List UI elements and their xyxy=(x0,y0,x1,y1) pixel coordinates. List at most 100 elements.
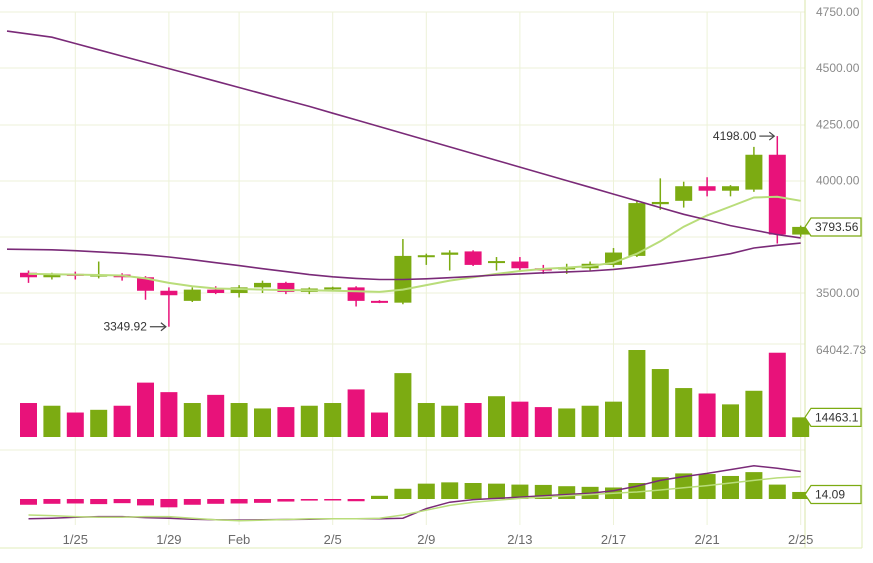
y-tick-label-0: 4750.00 xyxy=(816,5,860,19)
candle-body-21 xyxy=(511,261,529,269)
candle-body-20 xyxy=(488,261,505,264)
ma-long-upper-line xyxy=(6,30,801,239)
macd-bar-23 xyxy=(558,486,576,499)
macd-bar-10 xyxy=(254,499,271,503)
grid xyxy=(0,0,863,549)
volume-bar-12 xyxy=(300,405,318,437)
y-tick-label-3: 4000.00 xyxy=(816,174,860,188)
candle-body-30 xyxy=(722,186,739,191)
y-axis-ticks: 4750.00 4500.00 4250.00 4000.00 3500.00 64042… xyxy=(816,5,866,357)
candle-body-26 xyxy=(628,203,646,256)
volume-bar-20 xyxy=(488,396,505,437)
macd-bar-32 xyxy=(768,484,786,499)
y-tick-label-1: 4500.00 xyxy=(816,61,860,75)
x-date-label-3: 2/5 xyxy=(324,532,342,547)
moving-average-lines xyxy=(6,30,801,293)
volume-bar-5 xyxy=(137,382,154,437)
macd-line-a xyxy=(28,464,801,521)
candle-body-27 xyxy=(651,201,669,205)
candle-body-13 xyxy=(324,287,342,290)
volume-bar-2 xyxy=(66,412,84,437)
candle-body-15 xyxy=(371,300,388,303)
macd-bar-19 xyxy=(464,483,482,499)
volume-bar-14 xyxy=(347,389,365,437)
macd-lines xyxy=(28,464,801,522)
candle-body-18 xyxy=(441,252,459,255)
x-date-label-2: Feb xyxy=(228,532,250,547)
volume-bar-0 xyxy=(20,403,37,437)
volume-bar-28 xyxy=(675,388,693,437)
volume-bar-3 xyxy=(90,409,108,437)
macd-bar-29 xyxy=(698,474,716,499)
volume-bar-18 xyxy=(441,405,459,437)
volume-bar-16 xyxy=(394,373,412,437)
x-date-label-1: 1/29 xyxy=(156,532,181,547)
high-arrow-head xyxy=(768,131,776,141)
volume-bar-21 xyxy=(511,401,529,437)
volume-bar-26 xyxy=(628,350,646,437)
candle-body-1 xyxy=(43,273,61,278)
macd-bar-28 xyxy=(675,473,693,499)
macd-bar-31 xyxy=(745,472,763,499)
macd-bar-0 xyxy=(20,499,37,505)
macd-bar-21 xyxy=(511,484,529,499)
volume-bar-8 xyxy=(207,394,225,437)
candle-body-14 xyxy=(347,287,365,301)
x-date-label-0: 1/25 xyxy=(63,532,88,547)
macd-bar-20 xyxy=(488,483,505,499)
annotations: 4198.00 3349.92 3793.56 14463.1 14.09 xyxy=(104,129,862,505)
ma-long-lower-line xyxy=(6,242,801,281)
last-price-tag-box xyxy=(804,217,862,237)
x-date-label-4: 2/9 xyxy=(417,532,435,547)
macd-bar-16 xyxy=(394,488,412,499)
macd-bar-9 xyxy=(230,499,248,504)
x-date-label-7: 2/21 xyxy=(694,532,719,547)
macd-bar-1 xyxy=(43,499,61,504)
volume-bars xyxy=(20,350,810,437)
candle-body-5 xyxy=(137,277,154,291)
last-price-tag-text: 3793.56 xyxy=(815,220,859,234)
candle-body-28 xyxy=(675,186,693,201)
macd-last-tag-text: 14.09 xyxy=(815,487,845,501)
x-date-label-6: 2/17 xyxy=(601,532,626,547)
candle-body-32 xyxy=(768,154,786,235)
macd-line-b xyxy=(28,475,801,522)
volume-last-tag-text: 14463.1 xyxy=(815,410,859,424)
low-arrow-head xyxy=(160,322,167,332)
macd-bar-4 xyxy=(113,499,131,504)
y-tick-label-2: 4250.00 xyxy=(816,117,860,131)
volume-bar-32 xyxy=(768,352,786,437)
volume-bar-27 xyxy=(651,369,669,437)
candle-body-19 xyxy=(464,251,482,265)
ma-short-line xyxy=(28,195,801,293)
volume-bar-1 xyxy=(43,405,61,437)
candle-body-17 xyxy=(417,255,435,258)
macd-bar-14 xyxy=(347,499,365,502)
high-price-label: 4198.00 xyxy=(713,129,757,143)
candle-body-0 xyxy=(20,272,37,278)
macd-bar-17 xyxy=(417,483,435,499)
volume-last-tag-box xyxy=(804,407,862,427)
candle-body-33 xyxy=(792,226,810,235)
macd-bar-13 xyxy=(324,499,342,501)
candle-body-10 xyxy=(254,282,271,288)
macd-bar-33 xyxy=(792,491,810,499)
macd-bar-7 xyxy=(183,499,201,505)
volume-bar-13 xyxy=(324,403,342,437)
volume-bar-6 xyxy=(160,392,178,437)
candle-body-9 xyxy=(230,287,248,293)
macd-bar-5 xyxy=(137,499,154,506)
volume-bar-9 xyxy=(230,403,248,437)
candle-body-8 xyxy=(207,289,225,293)
candle-body-31 xyxy=(745,154,763,190)
candle-body-6 xyxy=(160,290,178,296)
y-tick-label-4: 3500.00 xyxy=(816,286,860,300)
volume-bar-10 xyxy=(254,408,271,437)
volume-bar-4 xyxy=(113,405,131,437)
macd-bar-3 xyxy=(90,499,108,505)
macd-bar-15 xyxy=(371,495,388,499)
macd-bar-11 xyxy=(277,499,295,502)
volume-bar-29 xyxy=(698,393,716,437)
volume-bar-24 xyxy=(581,405,599,437)
macd-bar-27 xyxy=(651,477,669,499)
